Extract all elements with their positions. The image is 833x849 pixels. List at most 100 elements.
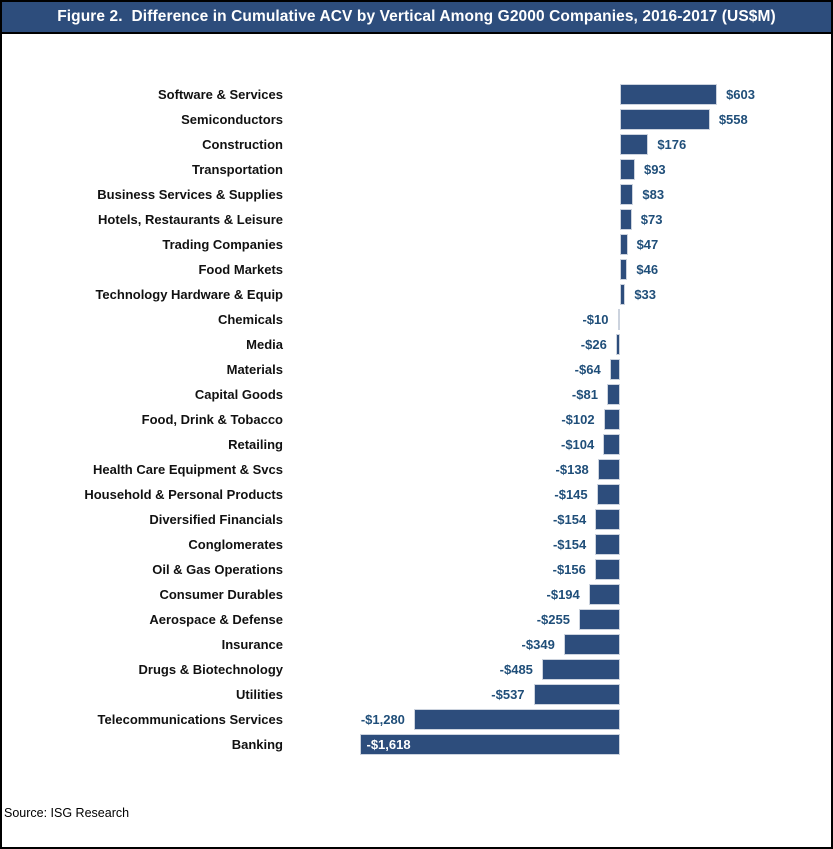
value-label: -$145 <box>554 487 588 502</box>
category-label: Telecommunications Services <box>97 712 283 727</box>
figure-title: Figure 2. Difference in Cumulative ACV b… <box>2 2 831 34</box>
value-label: -$485 <box>499 662 533 677</box>
chart-row: Business Services & Supplies $83 <box>2 182 831 207</box>
bar <box>595 534 620 555</box>
category-label: Food Markets <box>198 262 283 277</box>
bar <box>588 584 620 605</box>
value-label: -$349 <box>521 637 555 652</box>
bar <box>620 84 718 105</box>
bar-area: -$349 <box>287 632 831 657</box>
bar <box>594 559 620 580</box>
value-label: $47 <box>636 237 659 252</box>
chart-row: Conglomerates -$154 <box>2 532 831 557</box>
value-label: -$1,618 <box>366 737 411 752</box>
category-label: Technology Hardware & Equip <box>95 287 283 302</box>
category-label: Software & Services <box>157 87 283 102</box>
bar <box>620 159 635 180</box>
chart-row: Semiconductors $558 <box>2 107 831 132</box>
value-label: -$104 <box>561 437 595 452</box>
value-label: $33 <box>634 287 657 302</box>
bar-area: -$102 <box>287 407 831 432</box>
category-label: Utilities <box>236 687 283 702</box>
category-label: Capital Goods <box>194 387 283 402</box>
value-label: $93 <box>643 162 666 177</box>
category-label: Health Care Equipment & Svcs <box>93 462 283 477</box>
bar <box>596 484 620 505</box>
bar-rows: Software & Services $603 Semiconductors $55… <box>2 82 831 757</box>
bar <box>620 134 649 155</box>
chart-row: Diversified Financials -$154 <box>2 507 831 532</box>
value-label: $176 <box>657 137 687 152</box>
bar-area: $83 <box>287 182 831 207</box>
bar <box>615 334 620 355</box>
value-label: -$64 <box>574 362 601 377</box>
chart-row: Food Markets $46 <box>2 257 831 282</box>
bar <box>620 184 634 205</box>
chart-row: Utilities -$537 <box>2 682 831 707</box>
value-label: -$1,280 <box>360 712 405 727</box>
category-label: Conglomerates <box>188 537 283 552</box>
source-attribution: Source: ISG Research <box>4 806 130 820</box>
bar <box>595 509 620 530</box>
category-label: Transportation <box>191 162 283 177</box>
bar-area: -$154 <box>287 532 831 557</box>
value-label: -$10 <box>582 312 609 327</box>
bar-area: $33 <box>287 282 831 307</box>
value-label: $603 <box>726 87 755 102</box>
chart-row: Media -$26 <box>2 332 831 357</box>
bar-area: -$81 <box>287 382 831 407</box>
bar <box>359 734 620 755</box>
bar-area: $558 <box>287 107 831 132</box>
category-label: Chemicals <box>217 312 283 327</box>
chart-row: Consumer Durables -$194 <box>2 582 831 607</box>
bar <box>620 209 632 230</box>
chart-row: Telecommunications Services -$1,280 <box>2 707 831 732</box>
value-label: $73 <box>640 212 663 227</box>
value-label: -$255 <box>536 612 570 627</box>
chart-row: Insurance -$349 <box>2 632 831 657</box>
bar-area: -$64 <box>287 357 831 382</box>
bar-area: -$194 <box>287 582 831 607</box>
bar-area: -$537 <box>287 682 831 707</box>
bar-area: $47 <box>287 232 831 257</box>
bar-area: -$104 <box>287 432 831 457</box>
bar-area: $73 <box>287 207 831 232</box>
category-label: Household & Personal Products <box>84 487 283 502</box>
category-label: Food, Drink & Tobacco <box>141 412 283 427</box>
bar <box>620 284 626 305</box>
value-label: -$154 <box>552 512 587 527</box>
value-label: -$138 <box>555 462 589 477</box>
chart-row: Transportation $93 <box>2 157 831 182</box>
chart-row: Technology Hardware & Equip $33 <box>2 282 831 307</box>
chart-row: Trading Companies $47 <box>2 232 831 257</box>
bar <box>563 634 620 655</box>
category-label: Trading Companies <box>162 237 283 252</box>
bar <box>413 709 620 730</box>
bar <box>533 684 620 705</box>
bar-area: $176 <box>287 132 831 157</box>
bar-area: $603 <box>287 82 831 107</box>
bar-area: -$154 <box>287 507 831 532</box>
bar <box>578 609 620 630</box>
value-label: -$102 <box>561 412 595 427</box>
chart-row: Drugs & Biotechnology -$485 <box>2 657 831 682</box>
bar <box>597 459 620 480</box>
bar <box>541 659 620 680</box>
bar <box>606 384 620 405</box>
bar <box>617 309 620 330</box>
bar-area: -$10 <box>287 307 831 332</box>
category-label: Banking <box>231 737 283 752</box>
category-label: Semiconductors <box>181 112 283 127</box>
category-label: Insurance <box>221 637 283 652</box>
bar-area: $46 <box>287 257 831 282</box>
chart-row: Household & Personal Products -$145 <box>2 482 831 507</box>
value-label: -$156 <box>552 562 586 577</box>
bar <box>620 234 628 255</box>
bar <box>603 434 620 455</box>
value-label: $46 <box>636 262 659 277</box>
category-label: Hotels, Restaurants & Leisure <box>98 212 283 227</box>
chart-row: Software & Services $603 <box>2 82 831 107</box>
value-label: -$194 <box>546 587 580 602</box>
value-label: -$537 <box>491 687 525 702</box>
